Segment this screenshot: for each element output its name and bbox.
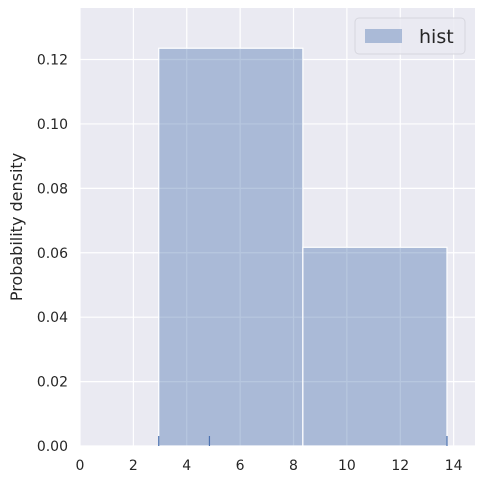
x-tick-label: 10	[338, 458, 356, 474]
x-tick-label: 4	[182, 458, 191, 474]
legend-box	[354, 17, 466, 55]
y-tick-label: 0.04	[37, 310, 68, 326]
y-tick-label: 0.08	[37, 181, 68, 197]
legend-swatch-hist	[365, 29, 402, 43]
y-tick-label: 0.00	[37, 439, 68, 455]
y-axis-label: Probability density	[7, 153, 26, 301]
x-tick-label: 2	[129, 458, 138, 474]
y-tick-labels: 0.00 0.02 0.04 0.06 0.08 0.10 0.12	[37, 53, 68, 455]
x-tick-label: 0	[76, 458, 85, 474]
histogram-bar-1	[158, 47, 304, 447]
plot-background	[80, 8, 475, 446]
grid-lines	[79, 8, 475, 447]
y-tick-label: 0.02	[37, 375, 68, 391]
legend: hist	[354, 17, 466, 55]
x-tick-label: 14	[445, 458, 463, 474]
x-tick-label: 8	[289, 458, 298, 474]
x-tick-label: 6	[236, 458, 245, 474]
y-tick-label: 0.10	[37, 117, 68, 133]
y-tick-label: 0.06	[37, 246, 68, 262]
y-tick-label: 0.12	[37, 53, 68, 69]
histogram-bar-2	[302, 246, 448, 447]
x-tick-label: 12	[391, 458, 409, 474]
rug-marks	[158, 436, 448, 446]
x-tick-labels: 0 2 4 6 8 10 12 14	[76, 458, 463, 474]
histogram-bars	[158, 47, 448, 447]
legend-label-hist: hist	[419, 26, 454, 48]
